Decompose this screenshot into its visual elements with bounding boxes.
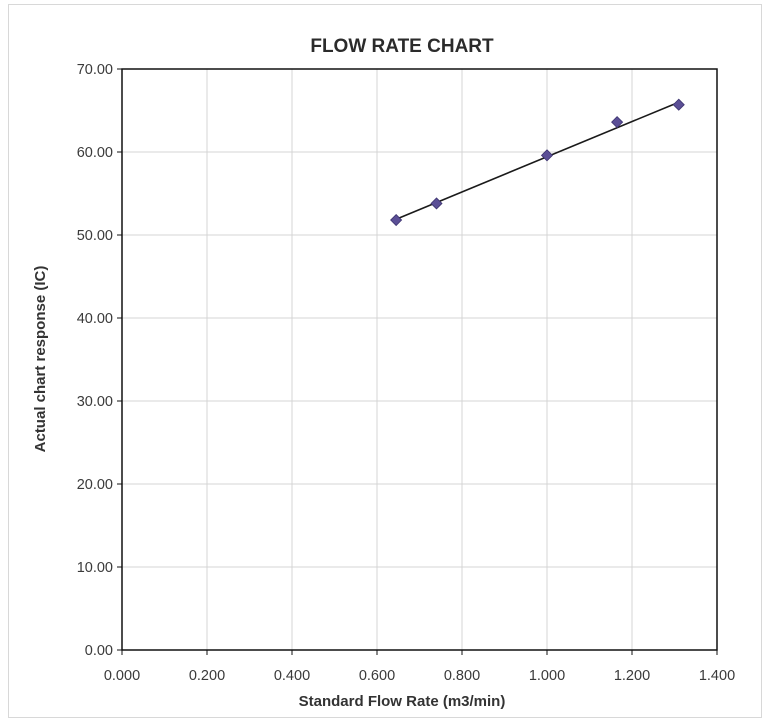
y-tick-label: 20.00 <box>77 477 113 493</box>
data-point <box>611 116 624 129</box>
x-tick-label: 1.000 <box>529 668 565 684</box>
y-axis-label: Actual chart response (IC) <box>32 266 49 453</box>
trendline <box>395 101 680 220</box>
y-tick-label: 40.00 <box>77 311 113 327</box>
y-tick-label: 0.00 <box>85 643 113 659</box>
trendline-group <box>395 101 680 220</box>
x-tick-label: 0.400 <box>274 668 310 684</box>
x-tick-label: 0.800 <box>444 668 480 684</box>
x-axis-label: Standard Flow Rate (m3/min) <box>299 693 506 710</box>
chart-title: FLOW RATE CHART <box>310 36 494 57</box>
x-tick-label: 1.400 <box>699 668 735 684</box>
data-points <box>390 98 685 227</box>
y-tick-label: 30.00 <box>77 394 113 410</box>
y-tick-label: 70.00 <box>77 62 113 78</box>
data-point <box>390 213 403 227</box>
plot-area <box>121 68 718 651</box>
x-tick-label: 1.200 <box>614 668 650 684</box>
data-point <box>672 98 685 111</box>
y-tick-label: 10.00 <box>77 560 113 576</box>
data-point <box>540 149 554 162</box>
x-tick-label: 0.600 <box>359 668 395 684</box>
data-point <box>430 197 443 210</box>
y-tick-label: 50.00 <box>77 228 113 244</box>
axis-ticks: 0.000 0.200 0.400 0.600 0.800 1.000 1.200 1.400… <box>77 62 735 684</box>
gridlines <box>122 69 717 650</box>
x-tick-label: 0.200 <box>189 668 225 684</box>
chart-frame <box>8 4 762 718</box>
x-tick-label: 0.000 <box>104 668 140 684</box>
y-tick-label: 60.00 <box>77 145 113 161</box>
